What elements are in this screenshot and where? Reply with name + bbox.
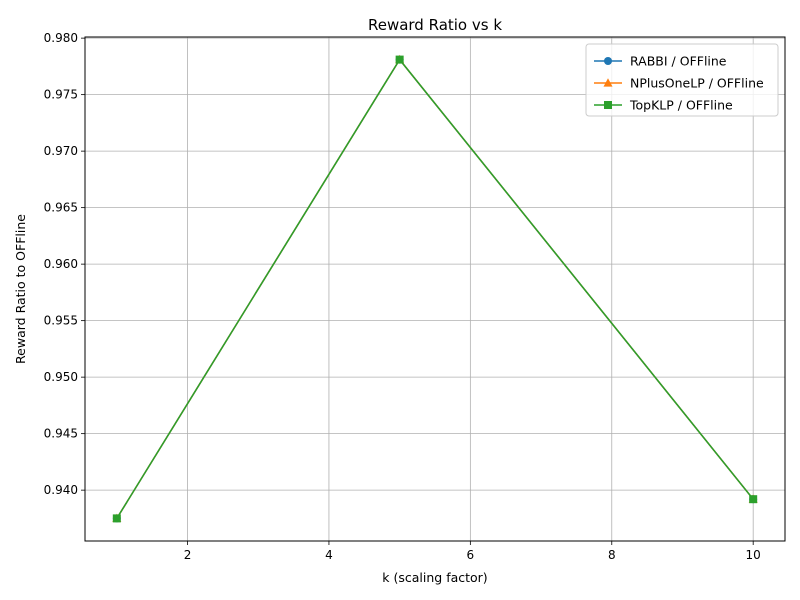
series-0 [112,55,758,523]
series-line [116,58,754,519]
y-axis-ticks: 0.940 0.945 0.950 0.955 0.960 0.965 0.970 0.975… [44,31,85,497]
legend-marker [603,78,613,87]
data-point [749,495,758,504]
series-2 [112,55,758,523]
legend: RABBI / OFFline NPlusOneLP / OFFline TopKL… [585,43,779,117]
series-1 [112,54,758,522]
x-tick-label: 2 [184,548,192,562]
series-line [116,58,754,519]
y-axis-title: Reward Ratio to OFFline [13,214,28,364]
legend-entry: TopKLP / OFFline [594,98,733,113]
data-point [395,55,404,64]
x-tick-label: 4 [325,548,333,562]
y-tick-label: 0.980 [44,31,78,45]
chart-title: Reward Ratio vs k [368,16,502,34]
legend-label: RABBI / OFFline [630,54,727,69]
y-tick-label: 0.975 [44,88,78,102]
y-tick-label: 0.945 [44,427,78,441]
legend-entry: NPlusOneLP / OFFline [594,76,764,91]
legend-label: NPlusOneLP / OFFline [630,76,764,91]
data-point [112,514,121,523]
plot-frame [84,36,786,542]
x-tick-label: 6 [467,548,475,562]
legend-marker [604,101,612,109]
legend-marker [604,57,612,65]
x-tick-label: 8 [608,548,616,562]
y-tick-label: 0.955 [44,314,78,328]
y-tick-label: 0.940 [44,483,78,497]
x-axis-title: k (scaling factor) [382,570,487,585]
y-tick-label: 0.970 [44,144,78,158]
series-layer [112,54,758,523]
y-tick-label: 0.950 [44,370,78,384]
legend-box [585,43,779,117]
y-tick-label: 0.960 [44,257,78,271]
x-axis-ticks: 2 4 6 8 10 [184,541,761,562]
legend-label: TopKLP / OFFline [629,98,733,113]
legend-entry: RABBI / OFFline [594,54,727,69]
y-tick-label: 0.965 [44,201,78,215]
x-tick-label: 10 [746,548,761,562]
series-line [116,58,754,519]
